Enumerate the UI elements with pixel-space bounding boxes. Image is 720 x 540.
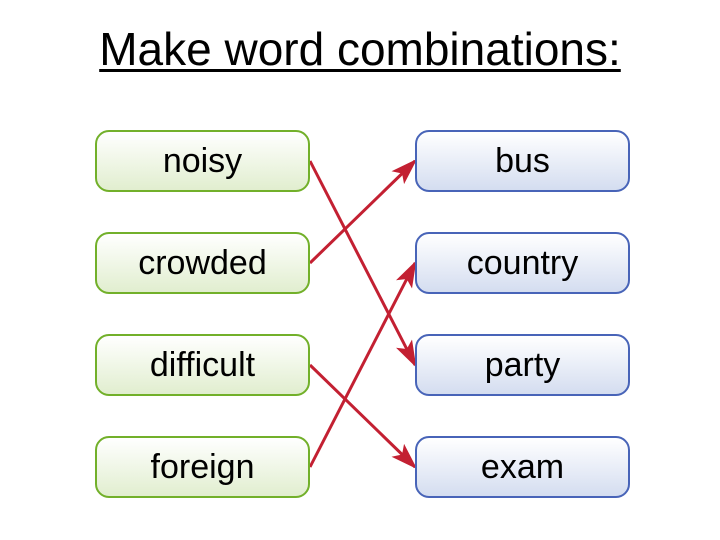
left-word-label-1: crowded — [138, 244, 267, 283]
right-word-2[interactable]: party — [415, 334, 630, 396]
right-word-label-0: bus — [495, 142, 550, 181]
stage: Make word combinations: noisy crowded diff… — [0, 0, 720, 540]
left-word-label-3: foreign — [151, 448, 255, 487]
connection-3-to-1 — [310, 263, 415, 467]
right-word-3[interactable]: exam — [415, 436, 630, 498]
left-word-label-2: difficult — [150, 346, 255, 385]
connection-1-to-0 — [310, 161, 415, 263]
left-word-0[interactable]: noisy — [95, 130, 310, 192]
left-word-1[interactable]: crowded — [95, 232, 310, 294]
left-word-2[interactable]: difficult — [95, 334, 310, 396]
connection-0-to-2 — [310, 161, 415, 365]
left-word-3[interactable]: foreign — [95, 436, 310, 498]
right-word-label-3: exam — [481, 448, 564, 487]
right-word-0[interactable]: bus — [415, 130, 630, 192]
connection-2-to-3 — [310, 365, 415, 467]
right-word-1[interactable]: country — [415, 232, 630, 294]
page-title: Make word combinations: — [0, 22, 720, 76]
left-word-label-0: noisy — [163, 142, 242, 181]
right-word-label-2: party — [485, 346, 561, 385]
right-word-label-1: country — [467, 244, 579, 283]
